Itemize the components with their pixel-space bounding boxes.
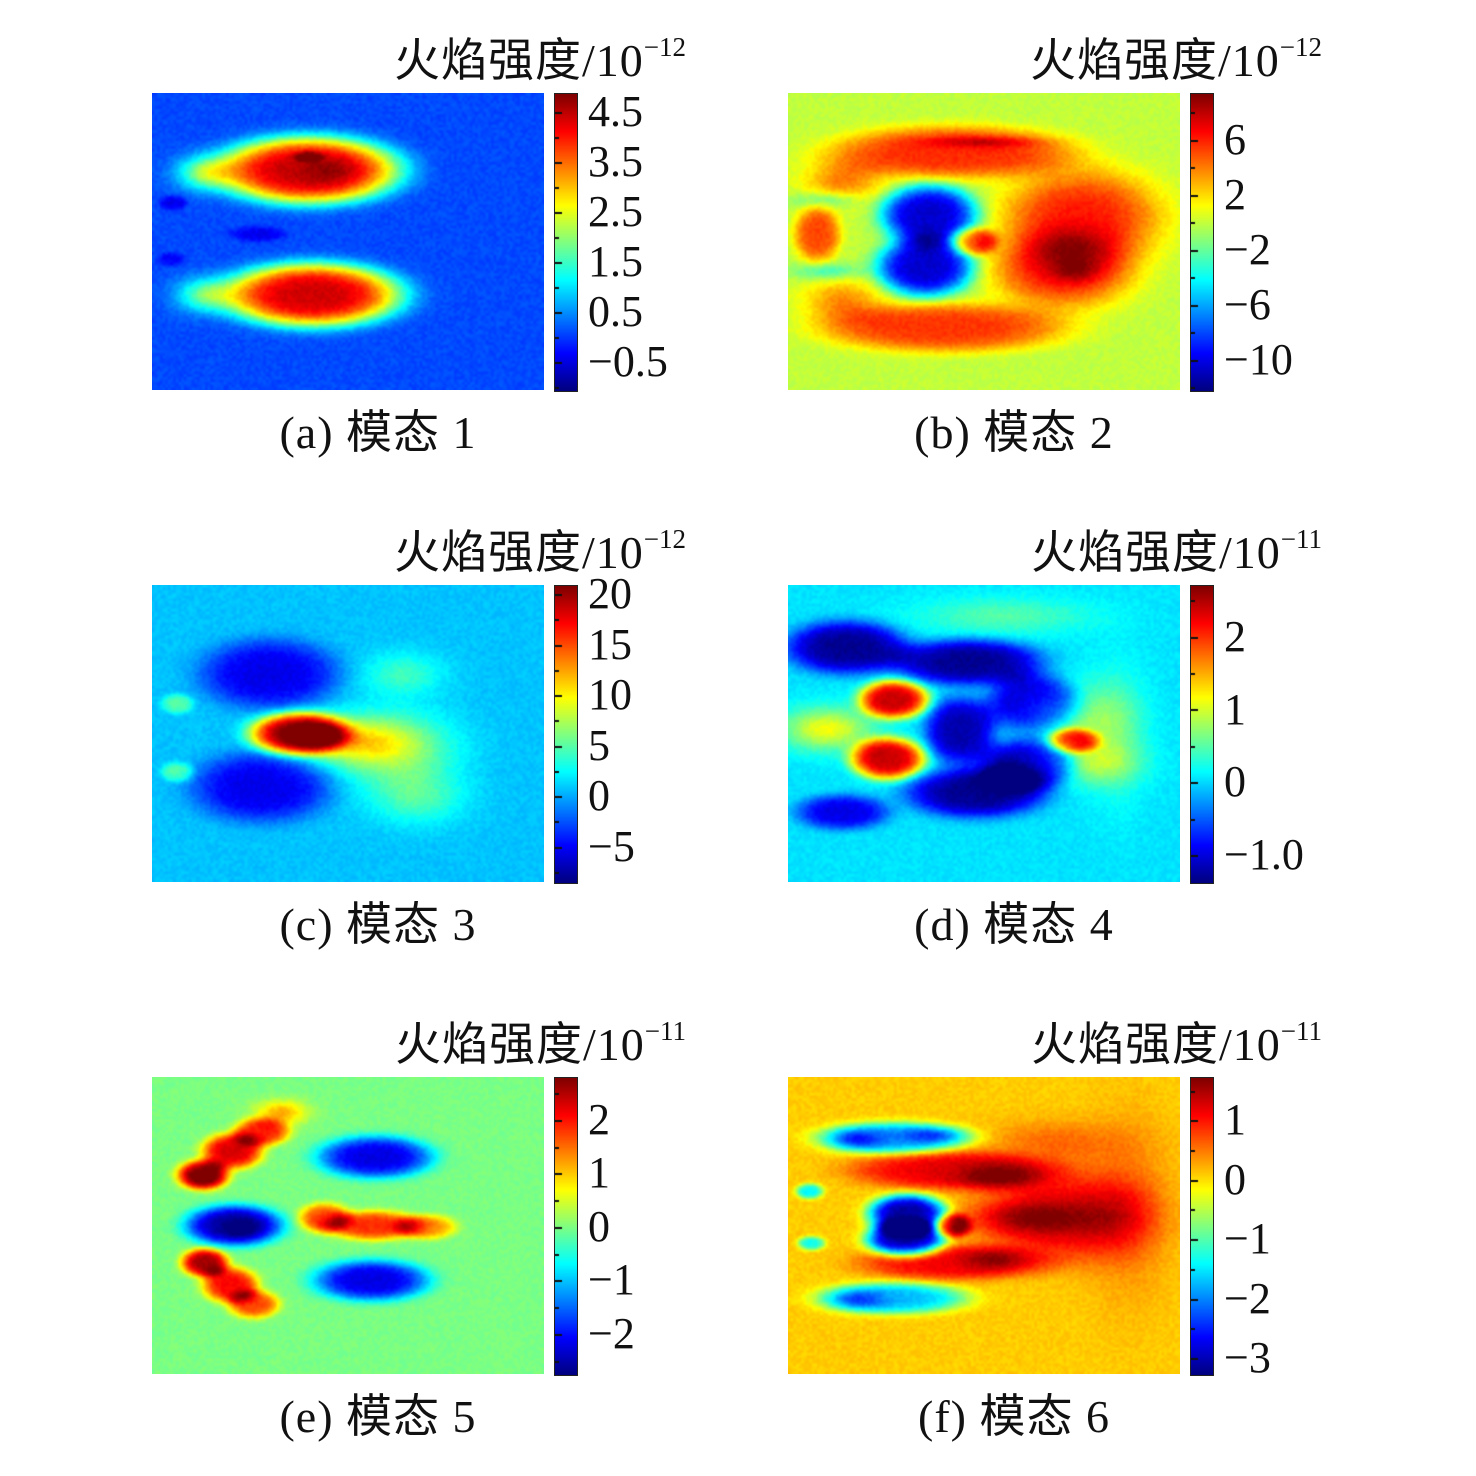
colorbar-tick-label: −5	[588, 821, 635, 871]
colorbar-title: 火焰强度/10−12	[788, 0, 1322, 84]
colorbar-tick-label: 4.5	[588, 87, 643, 136]
colorbar-tick-labels: 6 2 −2 −6 −10	[1224, 93, 1322, 390]
heatmap-canvas-mode-1	[152, 93, 544, 390]
colorbar-tick-label: 2	[588, 1094, 610, 1144]
colorbar-tick-label: 1	[588, 1148, 610, 1198]
title-text: 火焰强度/10	[394, 1019, 645, 1070]
title-text: 火焰强度/10	[1030, 527, 1281, 578]
colorbar-mode-6: 1 0 −1 −2 −3	[1190, 1077, 1322, 1380]
title-exponent: −12	[1279, 32, 1322, 62]
colorbar-tick-label: −2	[1224, 224, 1271, 274]
colorbar-tick-labels: 20 15 10 5 0 −5	[588, 572, 686, 882]
title-text: 火焰强度/10	[393, 35, 644, 86]
colorbar-tick-labels: 4.5 3.5 2.5 1.5 0.5 −0.5	[588, 87, 686, 390]
panel-caption: (a) 模态 1	[279, 407, 477, 458]
panel-caption: (e) 模态 5	[279, 1391, 477, 1442]
colorbar-tick-label: 15	[588, 619, 632, 669]
colorbar-tick-label: −1	[1224, 1214, 1271, 1264]
panel-mode-2: 火焰强度/10−12 6 2 −2 −6 −10 (b) 模态 2	[738, 0, 1476, 492]
colorbar-tick-label: 2.5	[588, 186, 643, 236]
panel-caption: (f) 模态 6	[918, 1391, 1110, 1442]
colorbar-tick-label: −0.5	[588, 336, 668, 386]
title-text: 火焰强度/10	[1030, 1019, 1281, 1070]
colorbar-title: 火焰强度/10−12	[152, 492, 686, 576]
colorbar-title: 火焰强度/10−12	[152, 0, 686, 84]
colorbar-tick-label: −6	[1224, 279, 1271, 329]
colorbar-tick-label: 10	[588, 670, 632, 720]
colorbar-tick-label: 0	[588, 771, 610, 821]
colorbar-tick-label: 5	[588, 720, 610, 770]
title-text: 火焰强度/10	[1029, 35, 1280, 86]
colorbar-gradient	[554, 585, 578, 884]
colorbar-gradient	[1190, 585, 1214, 884]
colorbar-tick-label: −3	[1224, 1333, 1271, 1382]
title-exponent: −12	[643, 32, 686, 62]
colorbar-tick-label: −1.0	[1224, 830, 1304, 880]
title-text: 火焰强度/10	[393, 527, 644, 578]
colorbar-tick-label: 0.5	[588, 286, 643, 336]
heatmap-canvas-mode-6	[788, 1077, 1180, 1374]
colorbar-mode-3: 20 15 10 5 0 −5	[554, 572, 686, 884]
colorbar-tick-label: 1	[1224, 1095, 1246, 1145]
colorbar-tick-label: 2	[1224, 611, 1246, 661]
panel-mode-5: 火焰强度/10−11 2 1 0 −1 −2 (e) 模态 5	[0, 984, 738, 1476]
heatmap-canvas-mode-4	[788, 585, 1180, 882]
colorbar-tick-label: 2	[1224, 169, 1246, 219]
panel-mode-4: 火焰强度/10−11 2 1 0 −1.0 (d) 模态 4	[738, 492, 1476, 984]
colorbar-title: 火焰强度/10−11	[788, 492, 1322, 576]
colorbar-tick-label: −2	[1224, 1273, 1271, 1323]
title-exponent: −11	[644, 1016, 686, 1046]
colorbar-mode-1: 4.5 3.5 2.5 1.5 0.5 −0.5	[554, 87, 686, 392]
colorbar-tick-label: 6	[1224, 114, 1246, 164]
title-exponent: −11	[1280, 1016, 1322, 1046]
colorbar-tick-label: −2	[588, 1308, 635, 1358]
colorbar-tick-label: 0	[1224, 757, 1246, 807]
panel-mode-6: 火焰强度/10−11 1 0 −1 −2 −3 (f) 模态 6	[738, 984, 1476, 1476]
colorbar-gradient	[1190, 93, 1214, 392]
colorbar-tick-labels: 2 1 0 −1 −2	[588, 1077, 686, 1374]
colorbar-gradient	[1190, 1077, 1214, 1376]
colorbar-tick-label: 1.5	[588, 236, 643, 286]
colorbar-title: 火焰强度/10−11	[788, 984, 1322, 1068]
colorbar-tick-label: 1	[1224, 684, 1246, 734]
colorbar-tick-label: 0	[588, 1201, 610, 1251]
colorbar-tick-label: 3.5	[588, 136, 643, 186]
colorbar-mode-4: 2 1 0 −1.0	[1190, 585, 1322, 884]
heatmap-canvas-mode-5	[152, 1077, 544, 1374]
colorbar-tick-labels: 1 0 −1 −2 −3	[1224, 1077, 1322, 1380]
colorbar-tick-labels: 2 1 0 −1.0	[1224, 585, 1322, 882]
panel-caption: (c) 模态 3	[279, 899, 477, 950]
colorbar-mode-5: 2 1 0 −1 −2	[554, 1077, 686, 1376]
panel-mode-1: 火焰强度/10−12 4.5 3.5 2.5 1.5 0.5 −0.5 (a) 模态 1	[0, 0, 738, 492]
panel-caption: (b) 模态 2	[914, 407, 1114, 458]
title-exponent: −12	[643, 524, 686, 554]
panel-caption: (d) 模态 4	[914, 899, 1114, 950]
colorbar-tick-label: −10	[1224, 334, 1293, 384]
colorbar-gradient	[554, 1077, 578, 1376]
colorbar-tick-label: −1	[588, 1255, 635, 1305]
colorbar-tick-label: 0	[1224, 1154, 1246, 1204]
colorbar-tick-label: 20	[588, 569, 632, 619]
title-exponent: −11	[1280, 524, 1322, 554]
colorbar-gradient	[554, 93, 578, 392]
colorbar-mode-2: 6 2 −2 −6 −10	[1190, 93, 1322, 392]
heatmap-canvas-mode-3	[152, 585, 544, 882]
heatmap-canvas-mode-2	[788, 93, 1180, 390]
colorbar-title: 火焰强度/10−11	[152, 984, 686, 1068]
panel-mode-3: 火焰强度/10−12 20 15 10 5 0 −5 (c) 模态 3	[0, 492, 738, 984]
